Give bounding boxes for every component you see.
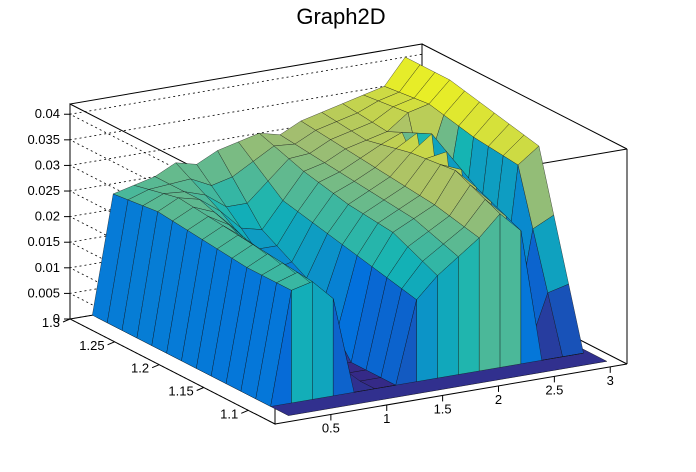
z-tick-label-2: 0.01	[35, 260, 60, 275]
z-tick-label-0: 0	[53, 311, 60, 326]
surface-front-strip	[312, 281, 334, 400]
y-tick-label-1: 1.15	[168, 383, 193, 398]
z-tick-label-5: 0.025	[27, 183, 60, 198]
z-tick-label-3: 0.015	[27, 234, 60, 249]
x-tick-label-0: 0.5	[322, 420, 340, 435]
y-tick-mark-1	[196, 387, 204, 391]
y-tick-mark-0	[241, 409, 249, 414]
y-tick-label-2: 1.2	[131, 361, 149, 376]
top-right-edge	[421, 43, 628, 150]
z-tick-label-1: 0.005	[27, 285, 60, 300]
chart-title: Graph2D	[296, 4, 385, 29]
z-tick-label-8: 0.04	[35, 106, 60, 121]
z-tick-label-4: 0.02	[35, 209, 60, 224]
z-tick-label-6: 0.03	[35, 157, 60, 172]
surface-front-strip	[458, 237, 480, 375]
y-tick-label-4: 1.3	[42, 315, 60, 330]
x-tick-label-2: 1.5	[434, 401, 452, 416]
surface-front-strip	[437, 256, 459, 379]
x-tick-label-1: 1	[383, 411, 390, 426]
y-tick-mark-3	[107, 341, 115, 346]
y-tick-label-0: 1.1	[220, 406, 238, 421]
x-tick-label-5: 3	[607, 373, 614, 388]
surface-front-strip	[291, 281, 313, 404]
x-tick-label-3: 2	[495, 392, 502, 407]
z-tick-label-7: 0.035	[27, 132, 60, 147]
surface-plot	[92, 56, 608, 416]
surface-front-strip	[562, 352, 584, 357]
surface-front-strip	[333, 298, 355, 397]
axis-ticks: 0 0.005 0.01 0.015 0.02 0.025 0.03 0.035 0.04 1.1…	[27, 106, 613, 435]
y-tick-mark-2	[151, 364, 160, 369]
x-tick-label-4: 2.5	[545, 382, 563, 397]
surface-front-strip	[479, 213, 501, 372]
surface-front-strip	[520, 230, 542, 365]
surface-front-strip	[499, 213, 522, 368]
y-tick-mark-4	[62, 318, 71, 323]
y-tick-label-3: 1.25	[79, 338, 104, 353]
floor-front-edge	[274, 363, 628, 425]
